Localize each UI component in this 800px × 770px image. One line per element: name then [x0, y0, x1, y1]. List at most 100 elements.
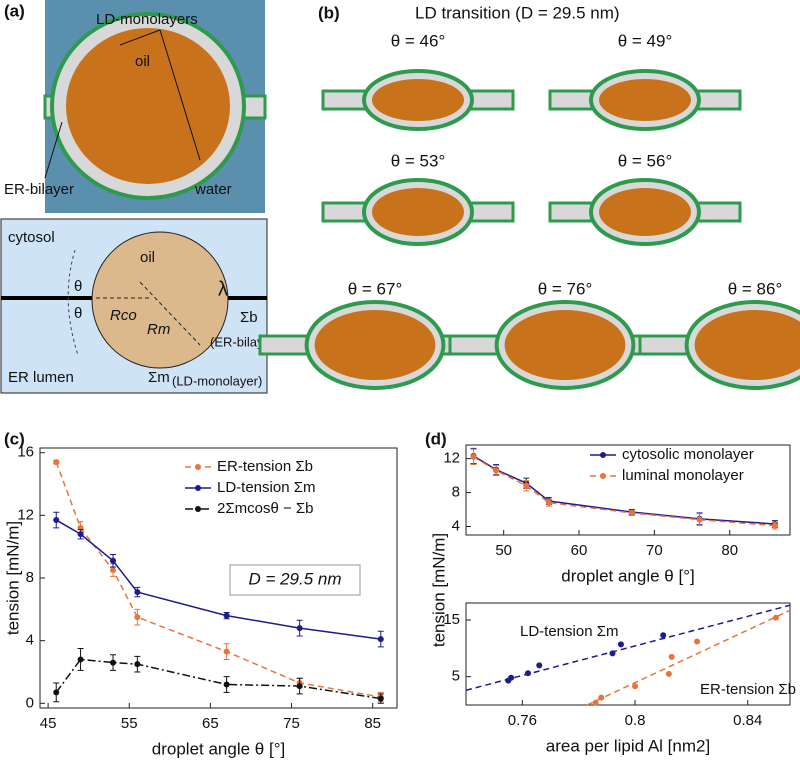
- x-axis-label: droplet angle θ [°]: [152, 739, 285, 758]
- marker: [377, 695, 384, 702]
- y-tick-label: 5: [452, 668, 460, 685]
- marker: [53, 689, 60, 696]
- legend-marker: [195, 485, 201, 491]
- x-axis-label: area per lipid Al [nm2]: [546, 736, 710, 755]
- schematic-label: (LD-monolayer): [172, 373, 262, 388]
- arrow: [159, 29, 201, 161]
- panel-label: (b): [318, 3, 340, 22]
- marker: [694, 638, 701, 645]
- x-tick-label: 70: [646, 542, 663, 559]
- series-label: LD-tension Σm: [520, 623, 618, 640]
- y-tick-label: 0: [26, 694, 34, 711]
- marker: [523, 482, 530, 489]
- x-tick-label: 50: [495, 542, 512, 559]
- marker: [134, 589, 141, 596]
- panel-title: LD transition (D = 29.5 nm): [415, 3, 620, 22]
- schematic-label: λ: [218, 278, 228, 300]
- marker: [508, 674, 515, 681]
- x-tick-label: 0.8: [625, 712, 646, 729]
- schematic-label: Rco: [110, 307, 137, 324]
- marker: [77, 531, 84, 538]
- schematic-label: Rm: [147, 321, 170, 338]
- y-tick-label: 12: [17, 506, 34, 523]
- legend-label: luminal monolayer: [622, 467, 744, 484]
- marker: [771, 522, 778, 529]
- marker: [110, 557, 117, 564]
- legend-marker: [600, 452, 606, 458]
- x-tick-label: 80: [721, 542, 738, 559]
- x-tick-label: 55: [121, 715, 138, 732]
- angle-label: θ = 67°: [348, 279, 403, 298]
- marker: [296, 625, 303, 632]
- x-axis-label: droplet angle θ [°]: [561, 566, 694, 585]
- schematic-label: Σm: [148, 369, 170, 386]
- marker: [668, 653, 675, 660]
- marker: [628, 509, 635, 516]
- y-axis-label: tension [mN/m]: [429, 533, 448, 647]
- panel-a: (a) LD-monolayers oil ER-bilayer water c…: [0, 0, 279, 394]
- schematic-label: Σb: [240, 309, 258, 326]
- x-tick-label: 45: [40, 715, 57, 732]
- y-tick-label: 12: [443, 450, 460, 467]
- angle-label: θ = 86°: [728, 279, 783, 298]
- oil: [599, 79, 691, 121]
- series-label: ER-tension Σb: [700, 681, 796, 698]
- marker: [592, 699, 599, 706]
- marker: [110, 659, 117, 666]
- oil: [694, 310, 800, 380]
- droplet: [91, 231, 229, 369]
- marker: [296, 683, 303, 690]
- panel-label: (c): [4, 429, 25, 448]
- x-tick-label: 0.76: [508, 712, 537, 729]
- legend-label: cytosolic monolayer: [622, 446, 754, 463]
- marker: [632, 683, 639, 690]
- plot-frame: [465, 444, 791, 536]
- sim-label: LD-monolayers: [96, 11, 198, 28]
- marker: [223, 612, 230, 619]
- marker: [665, 670, 672, 677]
- fit-line: [586, 609, 791, 706]
- panel-label: (d): [425, 429, 447, 448]
- angle-label: θ = 56°: [618, 151, 673, 170]
- sim-label: water: [194, 181, 232, 198]
- annotation-box: [229, 564, 361, 596]
- oil: [314, 310, 436, 380]
- y-tick-label: 4: [26, 632, 34, 649]
- oil: [599, 188, 691, 236]
- x-tick-label: 60: [571, 542, 588, 559]
- arrow: [44, 121, 63, 179]
- marker: [223, 681, 230, 688]
- marker: [598, 694, 605, 701]
- schematic-label: θ: [74, 305, 82, 322]
- schematic-label: θ: [74, 278, 82, 295]
- schematic-label: oil: [140, 249, 155, 266]
- schematic-label: cytosol: [8, 229, 55, 246]
- y-tick-label: 15: [443, 611, 460, 628]
- y-tick-label: 8: [26, 569, 34, 586]
- marker: [696, 516, 703, 523]
- oil: [504, 310, 626, 380]
- marker: [536, 662, 543, 669]
- marker: [134, 661, 141, 668]
- sim-label: ER-bilayer: [4, 181, 74, 198]
- legend-label: ER-tension Σb: [217, 458, 313, 475]
- panel-label: (a): [4, 1, 25, 20]
- oil: [372, 79, 464, 121]
- y-tick-label: 8: [452, 484, 460, 501]
- legend-marker: [600, 473, 606, 479]
- marker: [470, 453, 477, 460]
- plot-frame: [465, 602, 791, 706]
- marker: [609, 650, 616, 657]
- annotation: D = 29.5 nm: [248, 569, 341, 588]
- x-tick-label: 0.84: [733, 712, 762, 729]
- fit-line: [465, 604, 791, 691]
- marker: [53, 459, 60, 466]
- legend-label: LD-tension Σm: [217, 479, 315, 496]
- angle-label: θ = 53°: [391, 151, 446, 170]
- marker: [377, 636, 384, 643]
- legend-marker: [195, 464, 201, 470]
- arrow: [119, 29, 161, 46]
- marker: [134, 614, 141, 621]
- marker: [545, 499, 552, 506]
